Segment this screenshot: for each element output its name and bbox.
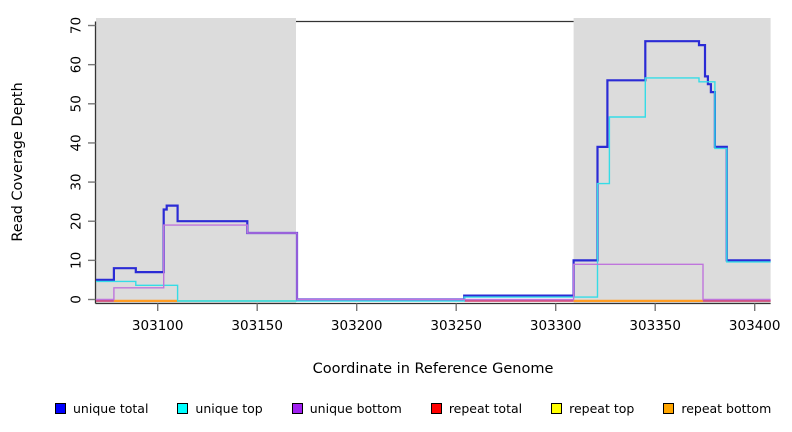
legend-swatch-icon	[55, 403, 66, 414]
y-tick-label: 60	[69, 56, 85, 73]
y-tick-label: 10	[69, 252, 85, 269]
x-tick-label: 303100	[132, 318, 184, 334]
coverage-series	[96, 40, 771, 302]
legend-item-repeat-top: repeat top	[551, 401, 634, 416]
legend: unique total unique top unique bottom repea…	[55, 401, 771, 416]
y-tick-label: 0	[69, 295, 85, 304]
legend-swatch-icon	[551, 403, 563, 414]
series-unique-total	[96, 40, 771, 301]
legend-swatch-icon	[291, 403, 303, 414]
series-unique-bottom	[96, 224, 771, 301]
legend-label: unique total	[73, 401, 149, 416]
y-tick-label: 40	[69, 134, 85, 151]
legend-item-unique-top: unique top	[177, 401, 263, 416]
legend-item-repeat-total: repeat total	[430, 401, 523, 416]
axes: 0 10 20 30 40 50 60 70 303100 303150 303200 303250 3…	[69, 17, 781, 334]
x-tick-label: 303200	[331, 318, 383, 334]
y-axis-label: Read Coverage Depth	[10, 82, 26, 241]
x-tick-label: 303250	[430, 318, 482, 334]
y-tick-label: 50	[69, 95, 85, 112]
legend-swatch-icon	[663, 403, 675, 414]
shaded-regions	[96, 18, 771, 304]
legend-item-unique-total: unique total	[55, 401, 148, 416]
legend-item-repeat-bottom: repeat bottom	[663, 401, 771, 416]
shaded-region	[573, 18, 771, 304]
y-tick-label: 70	[69, 17, 85, 34]
shaded-region	[96, 18, 297, 304]
legend-swatch-icon	[177, 403, 189, 414]
legend-item-unique-bottom: unique bottom	[291, 401, 402, 416]
legend-swatch-icon	[430, 403, 442, 414]
x-axis-label: Coordinate in Reference Genome	[313, 361, 554, 377]
legend-label: repeat total	[448, 401, 523, 416]
coverage-plot: 0 10 20 30 40 50 60 70 303100 303150 303200 303250 3…	[10, 17, 781, 377]
series-unique-top	[96, 77, 771, 302]
y-tick-label: 30	[69, 173, 85, 190]
legend-label: unique bottom	[309, 401, 402, 416]
y-tick-label: 20	[69, 213, 85, 230]
x-tick-label: 303400	[729, 318, 781, 334]
x-tick-label: 303150	[231, 318, 283, 334]
legend-label: repeat bottom	[681, 401, 772, 416]
x-tick-label: 303350	[629, 318, 681, 334]
x-tick-label: 303300	[530, 318, 582, 334]
legend-label: unique top	[195, 401, 263, 416]
legend-label: repeat top	[569, 401, 635, 416]
